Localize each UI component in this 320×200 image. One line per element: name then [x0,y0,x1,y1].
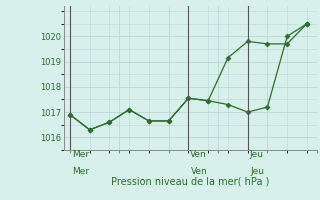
Text: Ven: Ven [190,150,207,159]
Text: Mer: Mer [72,167,90,176]
Text: Ven: Ven [191,167,208,176]
X-axis label: Pression niveau de la mer( hPa ): Pression niveau de la mer( hPa ) [111,177,269,187]
Text: Jeu: Jeu [250,167,264,176]
Text: Mer: Mer [72,150,89,159]
Text: Jeu: Jeu [250,150,264,159]
